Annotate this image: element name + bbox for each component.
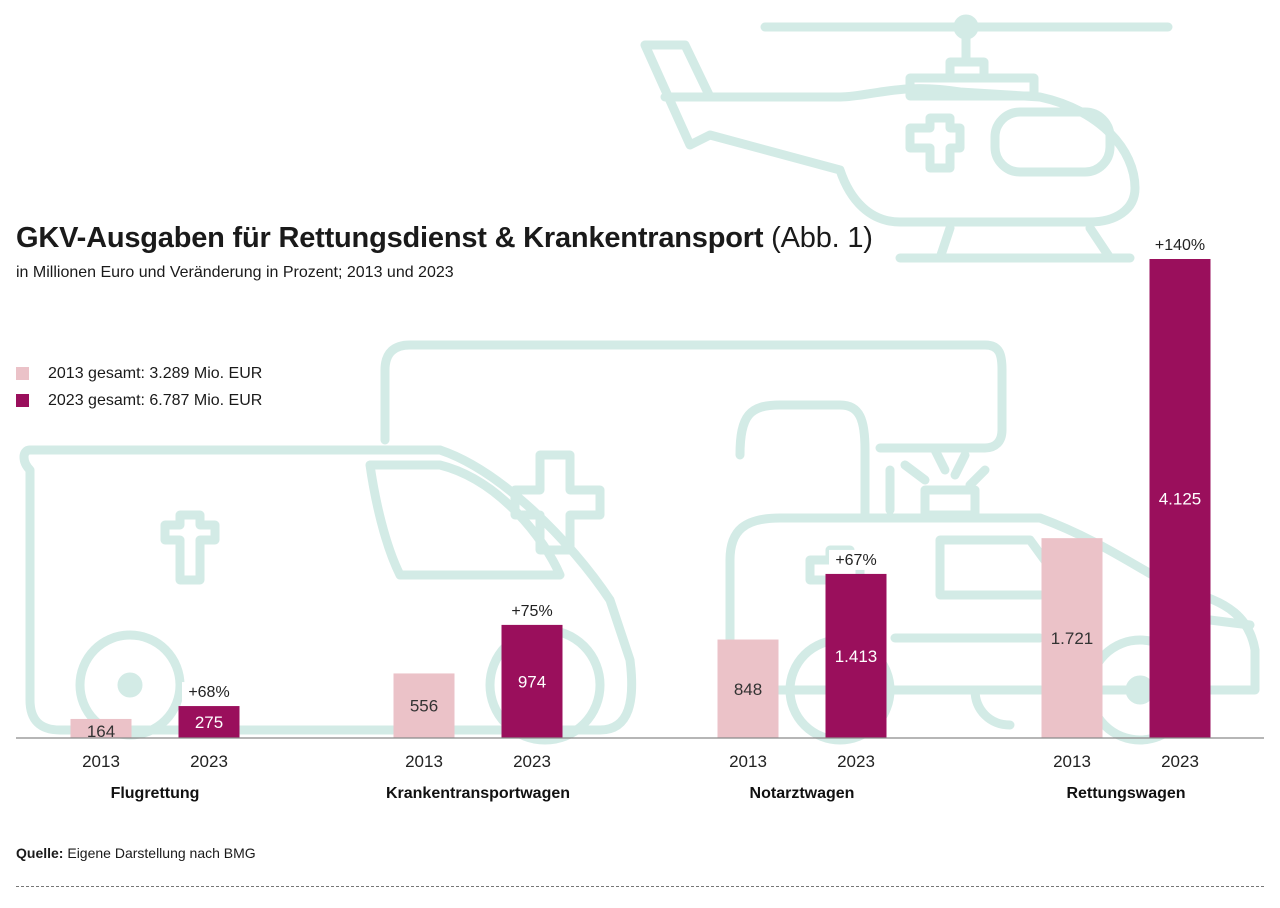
legend-item-2013: 2013 gesamt: 3.289 Mio. EUR	[16, 360, 262, 387]
bar-2013-1	[393, 673, 455, 738]
legend-item-2023: 2023 gesamt: 6.787 Mio. EUR	[16, 387, 262, 414]
bar-value-label: 1.721	[1051, 629, 1094, 648]
change-label: +140%	[1155, 237, 1205, 254]
category-label: Notarztwagen	[750, 785, 855, 802]
bar-2013-3	[1041, 538, 1103, 738]
legend-label-2023: 2023 gesamt: 6.787 Mio. EUR	[48, 391, 263, 409]
year-tick-label: 2023	[1161, 752, 1199, 771]
bar-2023-3	[1149, 259, 1211, 738]
footer-divider	[16, 886, 1264, 887]
bar-2023-0	[178, 706, 240, 738]
chart-title-suffix: (Abb. 1)	[771, 222, 873, 254]
bar-2013-0	[70, 718, 132, 738]
source-note: Quelle: Eigene Darstellung nach BMG	[16, 845, 256, 861]
ambulance-van-icon	[19, 445, 637, 745]
change-label-bg	[829, 549, 883, 570]
year-tick-label: 2023	[513, 752, 551, 771]
transport-truck-icon	[380, 340, 1007, 555]
year-tick-label: 2013	[405, 752, 443, 771]
helicopter-icon	[640, 14, 1173, 263]
bar-2013-2	[717, 639, 779, 738]
bar-value-label: 164	[87, 722, 115, 741]
change-label: +67%	[835, 552, 876, 569]
bar-value-label: 974	[518, 672, 546, 691]
legend-swatch-2023	[16, 394, 29, 407]
change-label-bg	[1153, 235, 1207, 255]
category-label: Krankentransportwagen	[386, 785, 570, 802]
bar-value-label: 556	[410, 697, 438, 716]
year-tick-label: 2013	[82, 752, 120, 771]
bar-value-label: 275	[195, 713, 223, 732]
year-tick-label: 2013	[729, 752, 767, 771]
change-label: +68%	[188, 684, 229, 701]
bar-2023-2	[825, 573, 887, 738]
source-text: Eigene Darstellung nach BMG	[67, 845, 256, 861]
bar-value-label: 848	[734, 680, 762, 699]
legend: 2013 gesamt: 3.289 Mio. EUR 2023 gesamt:…	[16, 360, 262, 414]
year-tick-label: 2023	[837, 752, 875, 771]
bar-2023-1	[501, 624, 563, 738]
chart-title-main: GKV-Ausgaben für Rettungsdienst & Kranke…	[16, 222, 764, 254]
source-label: Quelle:	[16, 845, 64, 861]
chart-title: GKV-Ausgaben für Rettungsdienst & Kranke…	[16, 222, 873, 255]
bar-value-label: 4.125	[1159, 490, 1202, 509]
legend-label-2013: 2013 gesamt: 3.289 Mio. EUR	[48, 364, 263, 382]
chart-subtitle: in Millionen Euro und Veränderung in Pro…	[16, 264, 454, 281]
year-tick-label: 2023	[190, 752, 228, 771]
change-label-bg	[182, 682, 236, 703]
year-tick-label: 2013	[1053, 752, 1091, 771]
change-label: +75%	[511, 603, 552, 620]
bar-value-label: 1.413	[835, 647, 878, 666]
legend-swatch-2013	[16, 367, 29, 380]
change-label-bg	[505, 600, 559, 621]
category-label: Rettungswagen	[1066, 785, 1185, 802]
category-label: Flugrettung	[111, 785, 200, 802]
